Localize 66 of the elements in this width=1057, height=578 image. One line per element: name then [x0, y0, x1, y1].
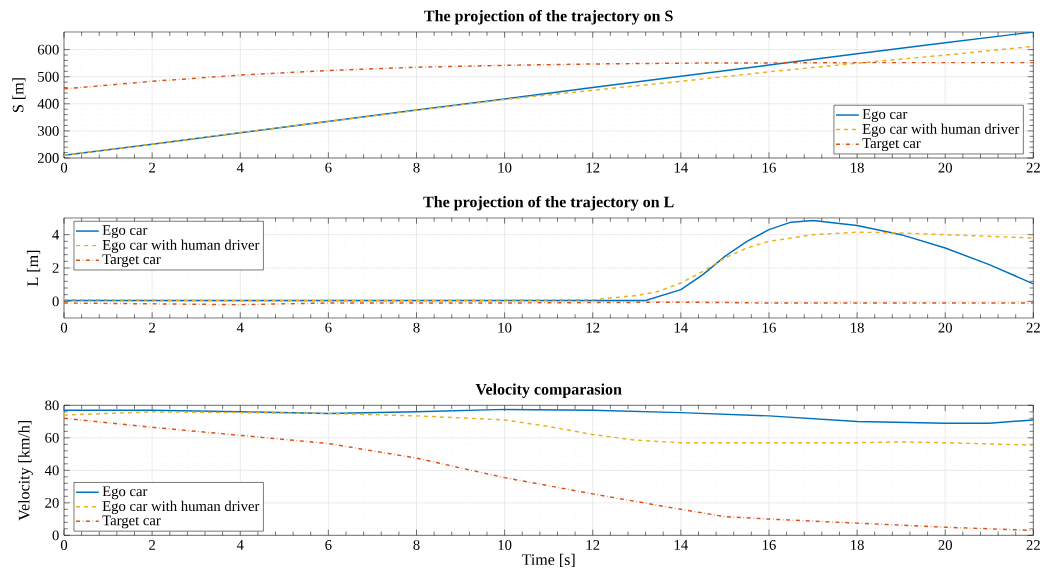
x-tick-label: 12 — [586, 540, 600, 550]
x-tick-label: 12 — [586, 162, 600, 173]
x-tick-label: 20 — [938, 540, 952, 550]
x-tick-label: 18 — [851, 162, 864, 173]
x-tick-label: 8 — [413, 162, 420, 173]
y-tick-label: 500 — [38, 71, 59, 82]
legend-label: Ego car — [102, 225, 148, 239]
y-axis-title: L [m] — [26, 250, 41, 286]
x-tick-label: 22 — [1026, 162, 1040, 173]
chart-title: The projection of the trajectory on S — [424, 9, 673, 25]
x-tick-label: 0 — [60, 322, 68, 333]
x-tick-label: 20 — [938, 162, 952, 173]
x-tick-label: 2 — [149, 162, 155, 173]
x-axis-title: Time [s] — [521, 553, 575, 567]
x-tick-label: 6 — [325, 540, 332, 550]
x-tick-label: 0 — [60, 540, 68, 550]
x-tick-label: 18 — [851, 540, 864, 550]
y-tick-label: 60 — [45, 432, 59, 443]
x-tick-label: 6 — [325, 322, 332, 333]
legend-label: Ego car with human driver — [862, 123, 1020, 137]
x-tick-label: 0 — [60, 162, 68, 173]
y-tick-label: 0 — [52, 530, 59, 541]
y-tick-label: 300 — [38, 125, 59, 136]
y-tick-label: 600 — [37, 44, 59, 55]
legend-label: Target car — [102, 515, 161, 529]
x-tick-label: 8 — [413, 540, 420, 550]
legend-label: Ego car — [102, 486, 148, 500]
legend-label: Ego car — [862, 109, 908, 122]
y-tick-label: 4 — [52, 229, 60, 240]
x-tick-label: 10 — [498, 322, 512, 333]
x-tick-label: 20 — [938, 322, 952, 333]
x-tick-label: 4 — [236, 162, 244, 173]
legend-label: Ego car with human driver — [102, 239, 260, 253]
x-tick-label: 14 — [674, 540, 688, 550]
x-tick-label: 22 — [1026, 322, 1040, 333]
x-tick-label: 10 — [498, 540, 512, 550]
x-tick-label: 22 — [1026, 540, 1040, 550]
chart-title: The projection of the trajectory on L — [423, 195, 674, 211]
y-axis-title: Velocity [km/h] — [18, 421, 33, 521]
x-tick-label: 4 — [236, 322, 244, 333]
y-tick-label: 2 — [52, 263, 59, 273]
line-series — [64, 408, 1034, 424]
x-tick-label: 4 — [236, 540, 244, 550]
legend-label: Target car — [862, 138, 921, 152]
x-tick-label: 2 — [149, 540, 155, 550]
y-tick-label: 20 — [45, 497, 59, 508]
x-tick-label: 6 — [325, 162, 332, 173]
legend-label: Target car — [102, 254, 161, 268]
x-tick-label: 14 — [674, 162, 688, 173]
legend-label: Ego car with human driver — [102, 500, 260, 515]
x-tick-label: 2 — [149, 322, 155, 333]
x-tick-label: 16 — [762, 322, 776, 333]
y-tick-label: 0 — [52, 296, 59, 307]
y-axis-title: S [m] — [12, 78, 26, 112]
y-tick-label: 40 — [44, 465, 59, 476]
x-tick-label: 16 — [762, 162, 776, 173]
y-tick-label: 400 — [37, 98, 59, 109]
y-tick-label: 200 — [37, 153, 59, 163]
x-tick-label: 16 — [762, 540, 776, 550]
x-tick-label: 12 — [586, 322, 600, 333]
x-tick-label: 14 — [674, 322, 688, 333]
x-tick-label: 18 — [851, 322, 864, 333]
x-tick-label: 8 — [413, 322, 420, 333]
y-tick-label: 80 — [45, 400, 59, 411]
x-tick-label: 10 — [498, 162, 512, 173]
chart-title: Velocity comparasion — [475, 383, 622, 398]
